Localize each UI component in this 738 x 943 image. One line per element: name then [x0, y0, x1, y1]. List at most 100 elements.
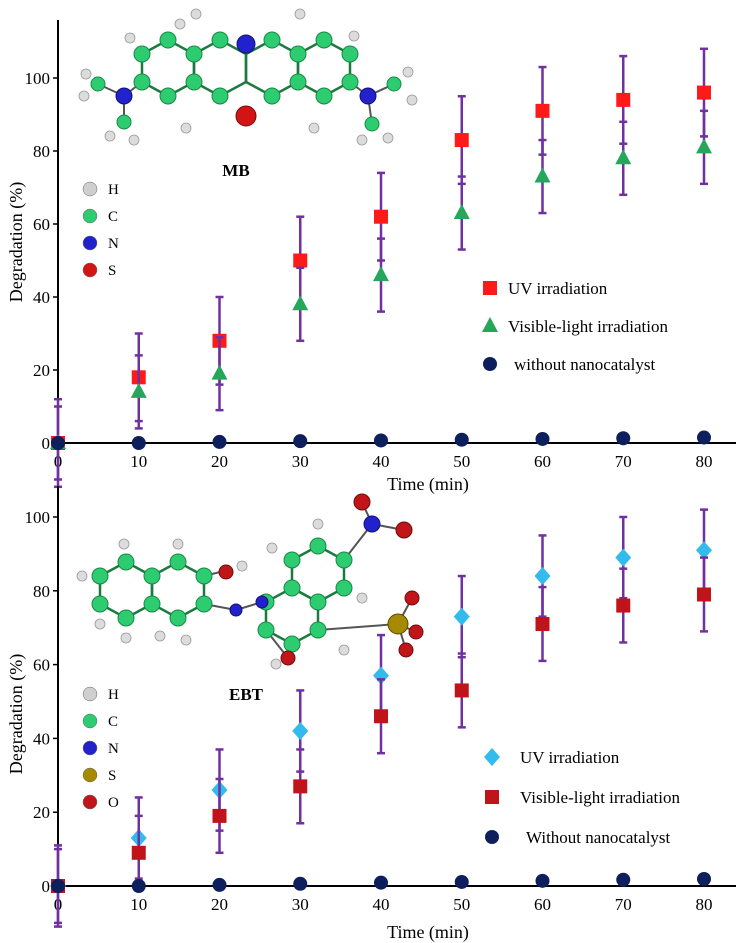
ebt-data-point [374, 709, 388, 724]
ebt-molecule-model [76, 493, 424, 670]
ebt-element-swatch [82, 740, 98, 756]
mb-data-point [535, 431, 550, 446]
mb-data-point [131, 436, 146, 450]
mb-element-swatch [82, 181, 98, 197]
ebt-x-axis-label: Time (min) [387, 922, 469, 943]
mb-x-tick-label: 70 [615, 452, 632, 471]
mb-data-point [534, 167, 551, 183]
mb-molecule-name: MB [222, 161, 249, 180]
mb-data-point [697, 85, 711, 100]
mb-data-point [373, 266, 389, 282]
ebt-data-point [535, 873, 550, 888]
mb-element-swatch [82, 262, 98, 278]
mb-y-axis-label: Degradation (%) [6, 182, 27, 302]
mb-y-tick-label: 100 [25, 69, 51, 88]
ebt-y-tick-label: 80 [33, 582, 50, 601]
ebt-element-symbol: S [108, 768, 116, 784]
ebt-y-axis-label: Degradation (%) [6, 654, 27, 774]
mb-series-2 [51, 430, 711, 450]
mb-x-tick-label: 40 [373, 452, 390, 471]
mb-x-axis-label: Time (min) [387, 474, 469, 495]
mb-legend-label: without nanocatalyst [514, 355, 655, 374]
mb-y-tick-label: 80 [33, 142, 50, 161]
ebt-x-tick-label: 60 [534, 895, 551, 914]
ebt-data-point [534, 567, 551, 586]
mb-element-symbol: N [108, 236, 119, 252]
ebt-element-swatch [82, 713, 98, 729]
ebt-data-point [51, 879, 65, 893]
mb-data-point [616, 431, 631, 446]
ebt-data-point [212, 808, 227, 823]
ebt-data-point [453, 607, 470, 626]
mb-y-tick-label: 20 [33, 361, 50, 380]
mb-element-symbol: C [108, 209, 118, 225]
ebt-y-tick-label: 60 [33, 656, 50, 675]
mb-x-tick-label: 20 [211, 452, 228, 471]
ebt-data-point [293, 779, 308, 794]
mb-molecule-model [78, 8, 418, 146]
ebt-legend-label: Without nanocatalyst [526, 828, 671, 847]
ebt-data-point [535, 617, 550, 632]
mb-data-point [292, 295, 309, 311]
mb-data-point [293, 434, 308, 449]
ebt-x-tick-label: 70 [615, 895, 632, 914]
ebt-element-symbol: O [108, 795, 119, 811]
ebt-data-point [293, 876, 308, 891]
ebt-x-tick-label: 20 [211, 895, 228, 914]
ebt-molecule-name: EBT [229, 685, 264, 704]
mb-data-point [696, 138, 712, 154]
mb-x-tick-label: 30 [292, 452, 309, 471]
ebt-series-2 [51, 871, 711, 893]
ebt-legend-label: Visible-light irradiation [520, 788, 680, 807]
ebt-data-point [616, 872, 631, 887]
ebt-x-tick-label: 30 [292, 895, 309, 914]
mb-data-point [211, 364, 228, 380]
mb-legend-marker [483, 281, 497, 295]
ebt-data-point [696, 541, 712, 560]
ebt-x-tick-label: 40 [373, 895, 390, 914]
mb-legend-marker [483, 357, 497, 371]
mb-element-symbol: H [108, 182, 119, 198]
mb-legend-label: UV irradiation [508, 279, 608, 298]
ebt-data-point [212, 877, 227, 892]
mb-data-point [374, 209, 388, 224]
ebt-data-point [292, 722, 309, 741]
ebt-data-point [616, 598, 631, 613]
mb-y-tick-label: 60 [33, 215, 50, 234]
mb-element-swatch [82, 208, 98, 224]
mb-data-point [293, 253, 308, 268]
ebt-element-symbol: H [108, 687, 119, 703]
mb-x-tick-label: 50 [453, 452, 470, 471]
mb-data-point [130, 382, 147, 398]
mb-data-point [454, 133, 469, 148]
mb-element-swatch [82, 235, 98, 251]
ebt-legend-marker [485, 790, 499, 804]
mb-plot: 02040608010001020304050607080UV irradiat… [25, 20, 736, 489]
ebt-element-swatch [82, 794, 98, 810]
mb-x-tick-label: 60 [534, 452, 551, 471]
ebt-y-tick-label: 100 [25, 508, 51, 527]
mb-data-point [212, 434, 227, 449]
mb-x-tick-label: 80 [696, 452, 713, 471]
ebt-data-point [131, 879, 146, 893]
mb-data-point [51, 436, 65, 450]
mb-x-tick-label: 10 [130, 452, 147, 471]
mb-data-point [374, 433, 388, 448]
ebt-legend-marker [485, 830, 499, 844]
ebt-data-point [454, 683, 469, 698]
ebt-element-symbol: C [108, 714, 118, 730]
ebt-data-point [615, 548, 632, 567]
mb-y-tick-label: 40 [33, 288, 50, 307]
ebt-element-swatch [82, 686, 98, 702]
mb-data-point [616, 92, 631, 107]
mb-data-point [453, 204, 470, 220]
mb-legend-marker [482, 317, 498, 332]
mb-element-symbol: S [108, 263, 116, 279]
mb-y-tick-label: 0 [42, 434, 51, 453]
mb-data-point [454, 432, 469, 447]
